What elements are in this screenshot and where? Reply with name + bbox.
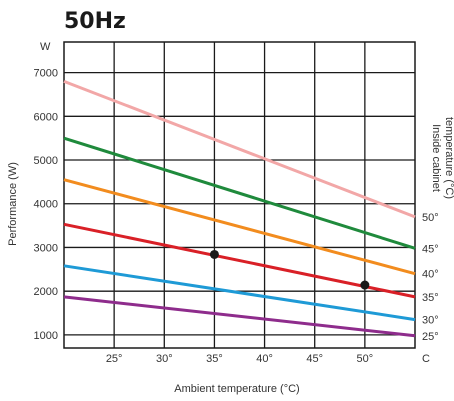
x-axis-label: Ambient temperature (°C) — [174, 383, 299, 395]
series-label-5: 25° — [422, 331, 439, 343]
series-label-3: 35° — [422, 292, 439, 304]
series-line-2 — [63, 178, 416, 276]
x-tick-label-4: 45° — [306, 353, 323, 365]
x-tick-label-5: 50° — [357, 353, 374, 365]
series-line-0 — [63, 79, 416, 219]
y-tick-label-0: 1000 — [34, 330, 58, 342]
data-marker-1 — [360, 280, 370, 290]
y-tick-label-3: 4000 — [34, 199, 58, 211]
series-line-3 — [63, 222, 416, 299]
y-tick-label-4: 5000 — [34, 155, 58, 167]
series-label-4: 30° — [422, 315, 439, 327]
x-tick-label-0: 25° — [106, 353, 123, 365]
y-tick-label-5: 6000 — [34, 111, 58, 123]
tick-labels: 1000 2000 3000 4000 5000 6000 7000 25° 30° 35° 40°… — [34, 68, 374, 365]
y-axis-label: Performance (W) — [7, 162, 19, 246]
data-marker-0 — [209, 249, 219, 259]
series-line-4 — [63, 264, 416, 322]
series-line-5 — [63, 295, 416, 338]
x-tick-label-1: 30° — [156, 353, 173, 365]
right-axis-label-line2: temperature (°C) — [443, 117, 454, 199]
series-lines — [63, 79, 416, 338]
x-tick-label-2: 35° — [206, 353, 223, 365]
chart-title: 50Hz — [64, 9, 126, 34]
x-tick-label-3: 40° — [256, 353, 273, 365]
series-line-1 — [63, 136, 416, 250]
y-tick-label-1: 2000 — [34, 286, 58, 298]
series-label-2: 40° — [422, 269, 439, 281]
y-tick-label-2: 3000 — [34, 242, 58, 254]
right-axis-label-line1: Inside cabinet — [430, 124, 442, 192]
series-label-1: 45° — [422, 243, 439, 255]
x-unit-label: C — [422, 353, 430, 365]
series-labels: 50° 45° 40° 35° 30° 25° — [422, 212, 439, 343]
y-unit-label: W — [40, 41, 51, 53]
data-markers — [209, 249, 370, 290]
series-label-0: 50° — [422, 212, 439, 224]
plot-frame — [63, 41, 416, 349]
y-tick-label-6: 7000 — [34, 68, 58, 80]
